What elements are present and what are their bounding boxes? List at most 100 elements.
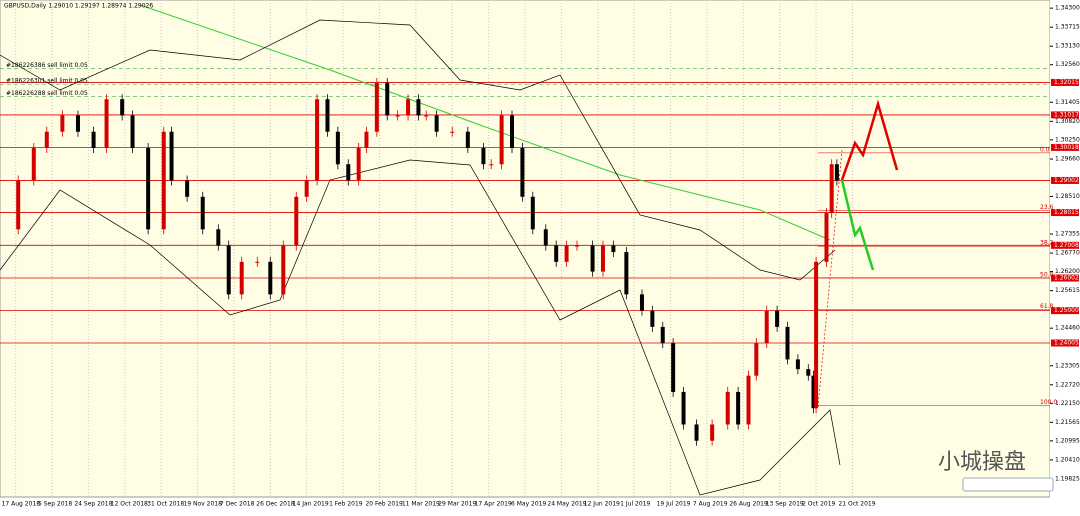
candle-body	[510, 115, 515, 148]
candle-body	[671, 343, 676, 392]
price-level-tag	[1051, 274, 1079, 282]
price-level-tag	[1051, 111, 1079, 119]
y-tick-label: 1.22720	[1055, 381, 1080, 388]
y-tick-label: 1.22150	[1055, 400, 1080, 407]
candle-body	[161, 131, 166, 230]
fib-label: 100.0	[1040, 399, 1057, 406]
candle-body	[746, 375, 751, 425]
x-tick-label: 31 Oct 2018	[147, 501, 184, 508]
price-level-tag	[1051, 241, 1079, 249]
candle-body	[600, 245, 605, 272]
candle-body	[530, 196, 535, 230]
candle-body	[226, 245, 231, 295]
price-level-tag	[1051, 78, 1079, 86]
bollinger-upper	[0, 19, 836, 281]
candle-body	[795, 359, 800, 370]
candle-body	[130, 115, 135, 148]
x-tick-label: 29 Mar 2019	[438, 501, 476, 508]
candle-body	[335, 131, 340, 165]
candle-body	[315, 99, 320, 181]
x-tick-label: 17 Aug 2018	[2, 501, 41, 508]
price-level-label: 1.24005	[1054, 339, 1079, 346]
candle-body	[374, 82, 379, 132]
candle-body	[764, 310, 769, 344]
x-tick-label: 21 Oct 2019	[838, 501, 875, 508]
candle-body	[811, 375, 816, 409]
candle-body	[564, 245, 569, 262]
y-tick-label: 1.25615	[1055, 287, 1080, 294]
bollinger-lower	[0, 159, 841, 496]
candle-body	[185, 180, 190, 197]
x-tick-label: 24 May 2019	[547, 501, 586, 508]
candle-body	[304, 180, 309, 197]
price-level-tag	[1051, 176, 1079, 184]
x-tick-label: 12 Oct 2018	[111, 501, 148, 508]
y-tick-label: 1.27355	[1055, 231, 1080, 238]
y-tick-label: 1.33130	[1055, 43, 1080, 50]
x-tick-label: 17 Apr 2019	[475, 501, 512, 508]
x-tick-label: 14 Jan 2019	[293, 501, 329, 508]
fib-label: 23.6	[1040, 204, 1054, 211]
candle-body	[543, 229, 548, 246]
y-tick-label: 1.26200	[1055, 268, 1080, 275]
candle-body	[725, 391, 730, 425]
price-level-label: 1.25000	[1054, 307, 1079, 314]
candle-body	[434, 115, 439, 132]
fib-label: 0.0	[1040, 146, 1050, 153]
candle-body	[489, 164, 494, 166]
x-tick-label: 11 Mar 2019	[402, 501, 440, 508]
order-label: #186226288 sell limit 0.05	[6, 90, 88, 97]
candle-body	[416, 99, 421, 116]
candle-body	[785, 326, 790, 360]
x-tick-label: 24 Sep 2018	[74, 501, 112, 508]
candle-body	[660, 326, 665, 344]
candle-body	[775, 310, 780, 327]
candle-body	[814, 261, 819, 409]
candle-body	[520, 147, 525, 197]
y-tick-label: 1.30820	[1055, 118, 1080, 125]
candle-body	[294, 196, 299, 246]
order-label: #186226301 sell limit 0.05	[6, 78, 88, 85]
x-tick-label: 20 Feb 2019	[365, 501, 403, 508]
x-tick-label: 6 May 2019	[511, 501, 546, 508]
candle-body	[829, 164, 834, 214]
fib-label: 50.0	[1040, 271, 1054, 278]
watermark: 小城操盘	[938, 450, 1026, 475]
candle-body	[91, 131, 96, 148]
price-level-tag	[1051, 307, 1079, 315]
candle-body	[104, 99, 109, 148]
candle-body	[406, 99, 411, 116]
candle-body	[200, 196, 205, 230]
candle-body	[385, 82, 390, 116]
candle-body	[481, 147, 486, 165]
candle-body	[590, 245, 595, 272]
candle-body	[395, 115, 400, 117]
y-tick-label: 1.28510	[1055, 193, 1080, 200]
candle-body	[16, 180, 21, 230]
candle-body	[281, 245, 286, 295]
candle-body	[650, 310, 655, 327]
candle-body	[146, 147, 151, 230]
arrow-down-scenario	[840, 179, 875, 271]
price-level-label: 1.28015	[1054, 209, 1079, 216]
y-tick-label: 1.29660	[1055, 156, 1080, 163]
candle-body	[424, 115, 429, 117]
y-tick-label: 1.20410	[1055, 456, 1080, 463]
y-tick-label: 1.20995	[1055, 437, 1080, 444]
plot-area	[0, 0, 1051, 498]
ime-toolbar[interactable]	[962, 477, 1054, 492]
x-tick-label: 19 Jul 2019	[657, 501, 691, 508]
candle-body	[611, 245, 616, 253]
candle-body	[624, 252, 629, 295]
y-tick-label: 1.26770	[1055, 250, 1080, 257]
candle-body	[120, 99, 125, 116]
x-tick-label: 7 Dec 2018	[220, 501, 255, 508]
price-level-label: 1.27008	[1054, 242, 1079, 249]
y-tick-label: 1.23305	[1055, 362, 1080, 369]
order-label: #186226386 sell limit 0.05	[6, 62, 88, 69]
fib-line	[817, 149, 843, 408]
candle-body	[44, 131, 49, 148]
price-level-label: 1.31017	[1054, 111, 1079, 118]
x-tick-label: 7 Aug 2019	[693, 501, 728, 508]
